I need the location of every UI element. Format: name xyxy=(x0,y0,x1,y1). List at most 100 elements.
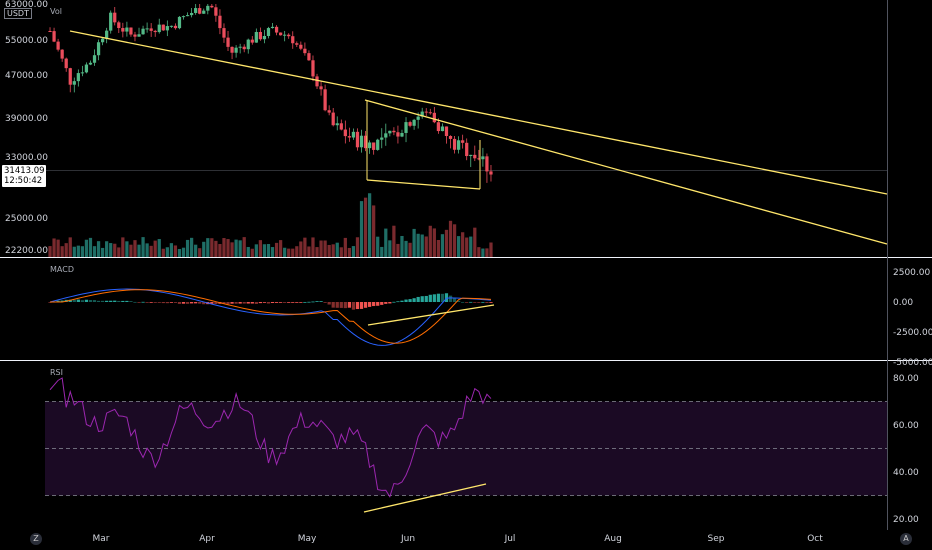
candle-body xyxy=(432,112,436,123)
x-tick-label: Mar xyxy=(93,534,110,544)
macd-histogram-bar xyxy=(113,300,117,302)
volume-bar xyxy=(258,240,263,257)
volume-bar xyxy=(372,205,376,257)
macd-histogram-bar xyxy=(444,293,449,302)
volume-bar xyxy=(202,241,206,257)
volume-bar xyxy=(92,246,97,257)
candle-body xyxy=(327,110,331,113)
zoom-icon[interactable]: Z xyxy=(30,533,42,545)
macd-histogram-bar xyxy=(303,301,307,303)
candle-body xyxy=(117,22,121,29)
candle-body xyxy=(315,76,319,87)
volume-bar xyxy=(335,242,339,257)
volume-bar xyxy=(145,243,149,257)
macd-histogram-bar xyxy=(109,300,113,302)
macd-histogram-bar xyxy=(319,301,323,302)
volume-bar xyxy=(473,227,477,257)
macd-histogram-bar xyxy=(465,302,469,303)
volume-bar xyxy=(432,228,436,257)
volume-bar xyxy=(157,239,161,257)
macd-pane: MACD xyxy=(48,265,495,346)
volume-bar xyxy=(307,246,311,257)
macd-histogram-bar xyxy=(384,302,388,304)
volume-bar xyxy=(189,237,194,257)
candle-body xyxy=(339,123,343,130)
candle-body xyxy=(270,26,275,29)
macd-histogram-bar xyxy=(198,302,202,304)
volume-bar xyxy=(262,244,267,257)
volume-bar xyxy=(218,244,222,257)
candle-body xyxy=(444,126,449,137)
auto-scale-icon[interactable]: A xyxy=(900,533,912,545)
macd-histogram-bar xyxy=(436,293,441,302)
macd-histogram-bar xyxy=(214,302,218,305)
candle-body xyxy=(363,135,368,149)
x-tick-label: May xyxy=(298,534,317,544)
volume-bar xyxy=(376,236,380,257)
macd-histogram-bar xyxy=(331,302,335,308)
volume-bar xyxy=(48,246,52,257)
volume-bar xyxy=(88,237,93,257)
volume-bar xyxy=(206,238,210,257)
macd-histogram-bar xyxy=(481,301,485,303)
macd-divergence-line xyxy=(367,304,495,326)
candle-body xyxy=(274,26,279,33)
candle-body xyxy=(396,132,400,137)
macd-histogram-bar xyxy=(262,302,267,303)
x-tick-label: Apr xyxy=(199,534,215,544)
macd-histogram-bar xyxy=(489,302,493,303)
volume-bar xyxy=(367,193,372,257)
macd-histogram-bar xyxy=(432,294,436,302)
macd-histogram-bar xyxy=(440,293,445,302)
volume-bar xyxy=(194,244,198,257)
candle-body xyxy=(485,156,489,172)
macd-tick-label: 2500.00 xyxy=(893,268,930,278)
rsi-tick-label: 20.00 xyxy=(893,515,919,525)
volume-bar xyxy=(141,237,145,257)
macd-histogram-bar xyxy=(258,302,263,304)
trendline-support xyxy=(366,179,481,190)
macd-histogram-bar xyxy=(210,302,214,304)
macd-histogram-bar xyxy=(307,301,311,303)
macd-histogram-bar xyxy=(295,302,299,303)
price-tick-label: 47000.00 xyxy=(5,71,48,81)
macd-tick-label: 0.00 xyxy=(893,298,913,308)
volume-bar xyxy=(165,247,169,257)
candle-body xyxy=(60,49,64,59)
macd-histogram-bar xyxy=(461,301,465,303)
quote-unit-badge[interactable]: USDT xyxy=(4,8,32,19)
macd-histogram-bar xyxy=(137,302,141,303)
candle-body xyxy=(287,34,291,37)
candle-body xyxy=(56,41,60,50)
axes: 63000.00 55000.00 47000.00 39000.00 33000.00… xyxy=(0,0,932,530)
candle-body xyxy=(351,131,356,138)
volume-bar xyxy=(100,247,105,257)
candle-body xyxy=(88,62,93,65)
macd-histogram-bar xyxy=(133,301,137,303)
volume-bar xyxy=(109,243,113,257)
volume-bar xyxy=(246,246,250,257)
volume-bar xyxy=(60,246,64,257)
volume-bar xyxy=(315,247,319,257)
candle-body xyxy=(428,112,432,114)
candle-body xyxy=(323,89,327,111)
price-tick-label: 55000.00 xyxy=(5,36,48,46)
macd-histogram-bar xyxy=(424,295,428,302)
signal-line xyxy=(50,289,492,344)
volume-bar xyxy=(404,240,408,257)
macd-histogram-bar xyxy=(230,302,234,304)
volume-bar xyxy=(64,243,68,257)
candle-body xyxy=(234,47,238,53)
macd-histogram-bar xyxy=(388,302,392,304)
volume-bar xyxy=(327,244,331,257)
volume-bar xyxy=(469,236,473,257)
volume-bar xyxy=(311,237,315,257)
macd-histogram-bar xyxy=(242,302,246,304)
macd-histogram-bar xyxy=(72,299,76,302)
macd-histogram-bar xyxy=(396,301,400,303)
macd-histogram-bar xyxy=(287,302,291,303)
volume-bar xyxy=(424,236,428,257)
candle-body xyxy=(125,27,129,32)
macd-histogram-bar xyxy=(129,301,133,302)
volume-bar xyxy=(420,234,424,257)
